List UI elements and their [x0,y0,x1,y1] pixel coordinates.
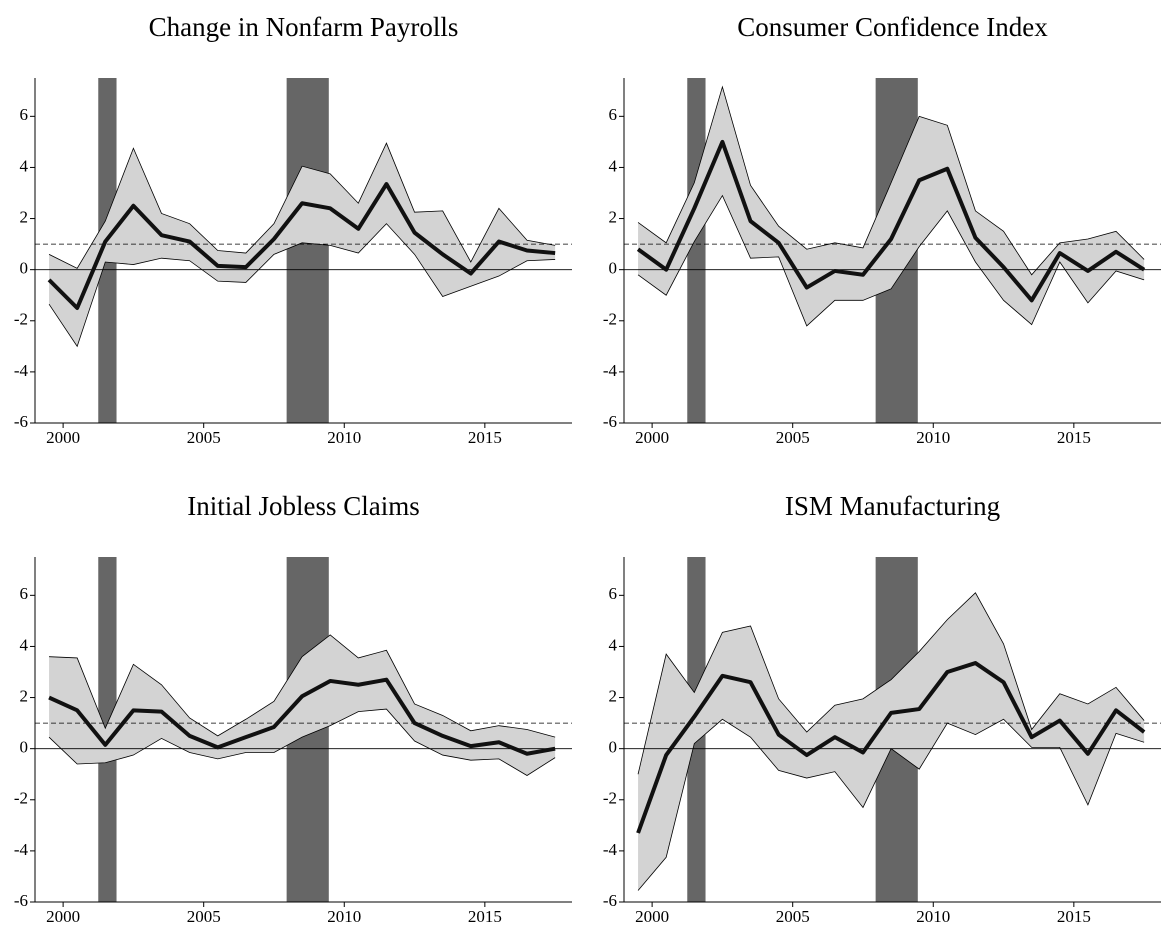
y-tick-label: -4 [603,361,618,380]
x-tick-label: 2005 [187,907,221,926]
x-tick-label: 2000 [635,907,669,926]
chart-title: Initial Jobless Claims [187,491,420,521]
y-tick-label: 4 [609,156,618,175]
x-tick-label: 2005 [187,428,221,447]
confidence-band [49,634,556,776]
confidence-band [638,86,1145,326]
confidence-band [638,592,1145,891]
band-lower [48,223,556,348]
y-tick-label: -4 [603,840,618,859]
x-tick-label: 2015 [1057,907,1091,926]
y-tick-label: -6 [603,891,617,910]
y-tick-label: -4 [14,840,29,859]
x-tick-label: 2000 [46,428,80,447]
y-tick-label: 2 [20,207,29,226]
band-upper [637,85,1145,276]
estimate-line [636,139,1146,303]
x-tick-label: 2010 [916,907,950,926]
x-tick-label: 2000 [635,428,669,447]
y-tick-label: 0 [20,259,29,278]
y-tick-label: 6 [20,105,29,124]
y-tick-label: 4 [609,635,618,654]
y-tick-label: 6 [609,105,618,124]
y-tick-label: -6 [603,412,617,431]
x-tick-label: 2010 [916,428,950,447]
band-upper [49,634,556,738]
y-tick-label: -2 [14,789,28,808]
band-upper [637,592,1145,775]
y-tick-label: 2 [609,207,618,226]
chart-title: ISM Manufacturing [785,491,1000,521]
x-tick-label: 2015 [1057,428,1091,447]
shaded-region [286,78,329,423]
x-tick-label: 2015 [468,907,502,926]
chart-title: Consumer Confidence Index [737,12,1048,42]
estimate-line [48,677,556,756]
y-tick-label: -2 [14,310,28,329]
x-tick-label: 2010 [327,907,361,926]
y-tick-label: 6 [20,584,29,603]
confidence-band [49,143,556,347]
estimate-line [47,182,556,310]
y-tick-label: 0 [20,738,29,757]
x-tick-label: 2000 [46,907,80,926]
band-upper [48,142,556,269]
x-tick-label: 2010 [327,428,361,447]
y-tick-label: 0 [609,738,618,757]
chart-title: Change in Nonfarm Payrolls [149,12,459,42]
y-tick-label: 4 [20,156,29,175]
band-lower [637,194,1145,327]
y-tick-label: 4 [20,635,29,654]
y-tick-label: -4 [14,361,29,380]
y-tick-label: 0 [609,259,618,278]
y-tick-label: 2 [609,686,618,705]
band-lower [48,708,556,776]
y-tick-label: 2 [20,686,29,705]
y-tick-label: -2 [603,789,617,808]
estimate-line [636,661,1146,834]
x-tick-label: 2005 [776,907,810,926]
y-tick-label: -6 [14,891,28,910]
y-tick-label: -2 [603,310,617,329]
x-tick-label: 2015 [468,428,502,447]
y-tick-label: -6 [14,412,28,431]
y-tick-label: 6 [609,584,618,603]
x-tick-label: 2005 [776,428,810,447]
